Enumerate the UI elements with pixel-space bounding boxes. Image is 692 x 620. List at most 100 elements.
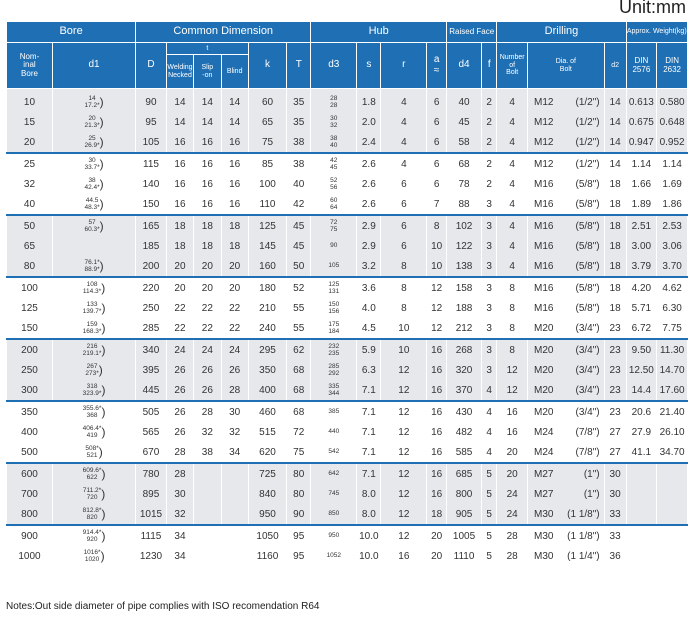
cell-tb: 22 bbox=[220, 318, 249, 339]
cell-f: 2 bbox=[481, 88, 498, 112]
cell-T: 72 bbox=[286, 422, 312, 442]
cell-tb: 26 bbox=[220, 360, 249, 380]
cell-f: 4 bbox=[481, 400, 498, 422]
cell-r: 12 bbox=[380, 462, 428, 484]
d3-values: 175 184 bbox=[328, 321, 340, 335]
cell-w2 bbox=[656, 462, 688, 484]
table-row: 200 216 219.1*) 340 24 24 24 295 62 232 235 5.9 10 16… bbox=[6, 338, 688, 360]
cell-nb: 600 bbox=[6, 462, 53, 484]
cell-d3: 1052 bbox=[310, 546, 358, 566]
cell-ts: 26 bbox=[193, 380, 222, 401]
cell-w2: 7.75 bbox=[656, 318, 688, 339]
cell-a: 20 bbox=[426, 546, 448, 566]
cell-bolt: M16 (5/8") bbox=[527, 214, 605, 236]
cell-bolt: M12 (1/2") bbox=[527, 152, 605, 174]
cell-n: 8 bbox=[496, 318, 529, 339]
cell-bolt: M16 (5/8") bbox=[527, 276, 605, 298]
cell-n: 12 bbox=[496, 360, 529, 380]
bolt-metric: M20 bbox=[534, 384, 554, 396]
bolt-inch: (5/8") bbox=[575, 302, 600, 314]
cell-d1: 711.2* 720) bbox=[51, 484, 137, 504]
bolt-metric: M24 bbox=[534, 446, 554, 458]
bolt-metric: M16 bbox=[534, 178, 554, 190]
footnote: Notes:Out side diameter of pipe complies… bbox=[6, 601, 320, 612]
cell-k: 460 bbox=[247, 400, 288, 422]
cell-k: 75 bbox=[247, 132, 288, 153]
cell-d1: 25 26.9*) bbox=[51, 132, 137, 153]
cell-a: 6 bbox=[426, 174, 448, 194]
d3-values: 125 131 bbox=[328, 281, 340, 295]
cell-w2: 34.70 bbox=[656, 442, 688, 463]
table-row: 150 159 168.3*) 285 22 22 22 240 55 175 184 4.5 10 12… bbox=[6, 318, 688, 339]
header-blind: Blind bbox=[220, 54, 249, 89]
cell-nb: 800 bbox=[6, 504, 53, 525]
bolt-inch: (3/4") bbox=[575, 384, 600, 396]
cell-s: 2.6 bbox=[356, 152, 382, 174]
cell-tb bbox=[220, 462, 249, 484]
table-row: 100 108 114.3*) 220 20 20 20 180 52 125 131 3.6 8 12 1… bbox=[6, 276, 688, 298]
cell-s: 3.6 bbox=[356, 276, 382, 298]
cell-w2: 2.53 bbox=[656, 214, 688, 236]
cell-s: 2.6 bbox=[356, 174, 382, 194]
cell-d1: 267 273*) bbox=[51, 360, 137, 380]
cell-f: 3 bbox=[481, 318, 498, 339]
header-bore: Bore bbox=[5, 21, 137, 43]
cell-d3: 175 184 bbox=[310, 318, 358, 339]
cell-a: 16 bbox=[426, 338, 448, 360]
cell-d2: 18 bbox=[603, 256, 627, 277]
cell-d4: 58 bbox=[446, 132, 483, 153]
cell-a: 8 bbox=[426, 214, 448, 236]
cell-nb: 50 bbox=[6, 214, 53, 236]
cell-tb: 32 bbox=[220, 422, 249, 442]
cell-d3: 150 156 bbox=[310, 298, 358, 318]
flange-dimension-table: Bore Common Dimension Hub Raised Face Dr… bbox=[5, 21, 689, 566]
bolt-metric: M20 bbox=[534, 406, 554, 418]
cell-D: 220 bbox=[135, 276, 167, 298]
cell-tw: 28 bbox=[165, 462, 195, 484]
cell-d3: 285 292 bbox=[310, 360, 358, 380]
cell-ts: 16 bbox=[193, 132, 222, 153]
cell-D: 90 bbox=[135, 88, 167, 112]
cell-T: 35 bbox=[286, 88, 312, 112]
d3-values: 52 56 bbox=[330, 177, 338, 191]
cell-k: 840 bbox=[247, 484, 288, 504]
cell-bolt: M12 (1/2") bbox=[527, 132, 605, 153]
bolt-inch: (1/2") bbox=[575, 96, 600, 108]
cell-f: 4 bbox=[481, 422, 498, 442]
cell-d1: 216 219.1*) bbox=[51, 338, 137, 360]
cell-ts bbox=[193, 462, 222, 484]
d1-values: 812.8* 820 bbox=[82, 507, 102, 521]
cell-w2: 17.60 bbox=[656, 380, 688, 401]
cell-T: 80 bbox=[286, 462, 312, 484]
d3-values: 385 bbox=[328, 408, 340, 416]
cell-r: 6 bbox=[380, 194, 428, 215]
cell-f: 5 bbox=[481, 504, 498, 525]
cell-r: 12 bbox=[380, 380, 428, 401]
cell-d4: 68 bbox=[446, 152, 483, 174]
cell-tb: 16 bbox=[220, 194, 249, 215]
cell-T: 52 bbox=[286, 276, 312, 298]
cell-d1: 1016* 1020) bbox=[51, 546, 137, 566]
cell-tw: 18 bbox=[165, 214, 195, 236]
cell-nb: 400 bbox=[6, 422, 53, 442]
cell-f: 5 bbox=[481, 524, 498, 546]
cell-d1: 44.5 48.3*) bbox=[51, 194, 137, 215]
header-din-2576: DIN 2576 bbox=[625, 42, 658, 89]
cell-s: 5.9 bbox=[356, 338, 382, 360]
cell-d1: 20 21.3*) bbox=[51, 112, 137, 132]
cell-T: 50 bbox=[286, 256, 312, 277]
d3-values: 90 bbox=[330, 242, 338, 250]
cell-d1: 108 114.3*) bbox=[51, 276, 137, 298]
cell-s: 4.0 bbox=[356, 298, 382, 318]
bolt-metric: M16 bbox=[534, 220, 554, 232]
d1-values: 159 168.3* bbox=[82, 321, 102, 335]
cell-bolt: M24 (7/8") bbox=[527, 422, 605, 442]
bolt-inch: (1 1/8") bbox=[567, 508, 600, 520]
bolt-inch: (5/8") bbox=[575, 260, 600, 272]
cell-d4: 1110 bbox=[446, 546, 483, 566]
cell-f: 5 bbox=[481, 546, 498, 566]
cell-r: 8 bbox=[380, 256, 428, 277]
cell-tw: 22 bbox=[165, 318, 195, 339]
cell-nb: 25 bbox=[6, 152, 53, 174]
cell-w1: 20.6 bbox=[625, 400, 658, 422]
